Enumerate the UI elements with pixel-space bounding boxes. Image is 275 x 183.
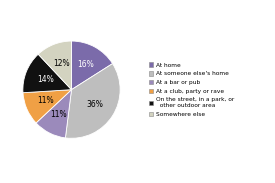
Wedge shape <box>23 90 72 123</box>
Text: 11%: 11% <box>37 96 54 105</box>
Wedge shape <box>23 54 72 93</box>
Wedge shape <box>65 64 120 138</box>
Text: 14%: 14% <box>37 75 54 84</box>
Wedge shape <box>36 90 72 138</box>
Wedge shape <box>72 41 112 90</box>
Text: 36%: 36% <box>87 100 104 109</box>
Text: 12%: 12% <box>53 59 69 68</box>
Legend: At home, At someone else's home, At a bar or pub, At a club, party or rave, On t: At home, At someone else's home, At a ba… <box>149 62 234 117</box>
Wedge shape <box>38 41 72 90</box>
Text: 16%: 16% <box>77 60 94 70</box>
Text: 11%: 11% <box>50 110 67 119</box>
